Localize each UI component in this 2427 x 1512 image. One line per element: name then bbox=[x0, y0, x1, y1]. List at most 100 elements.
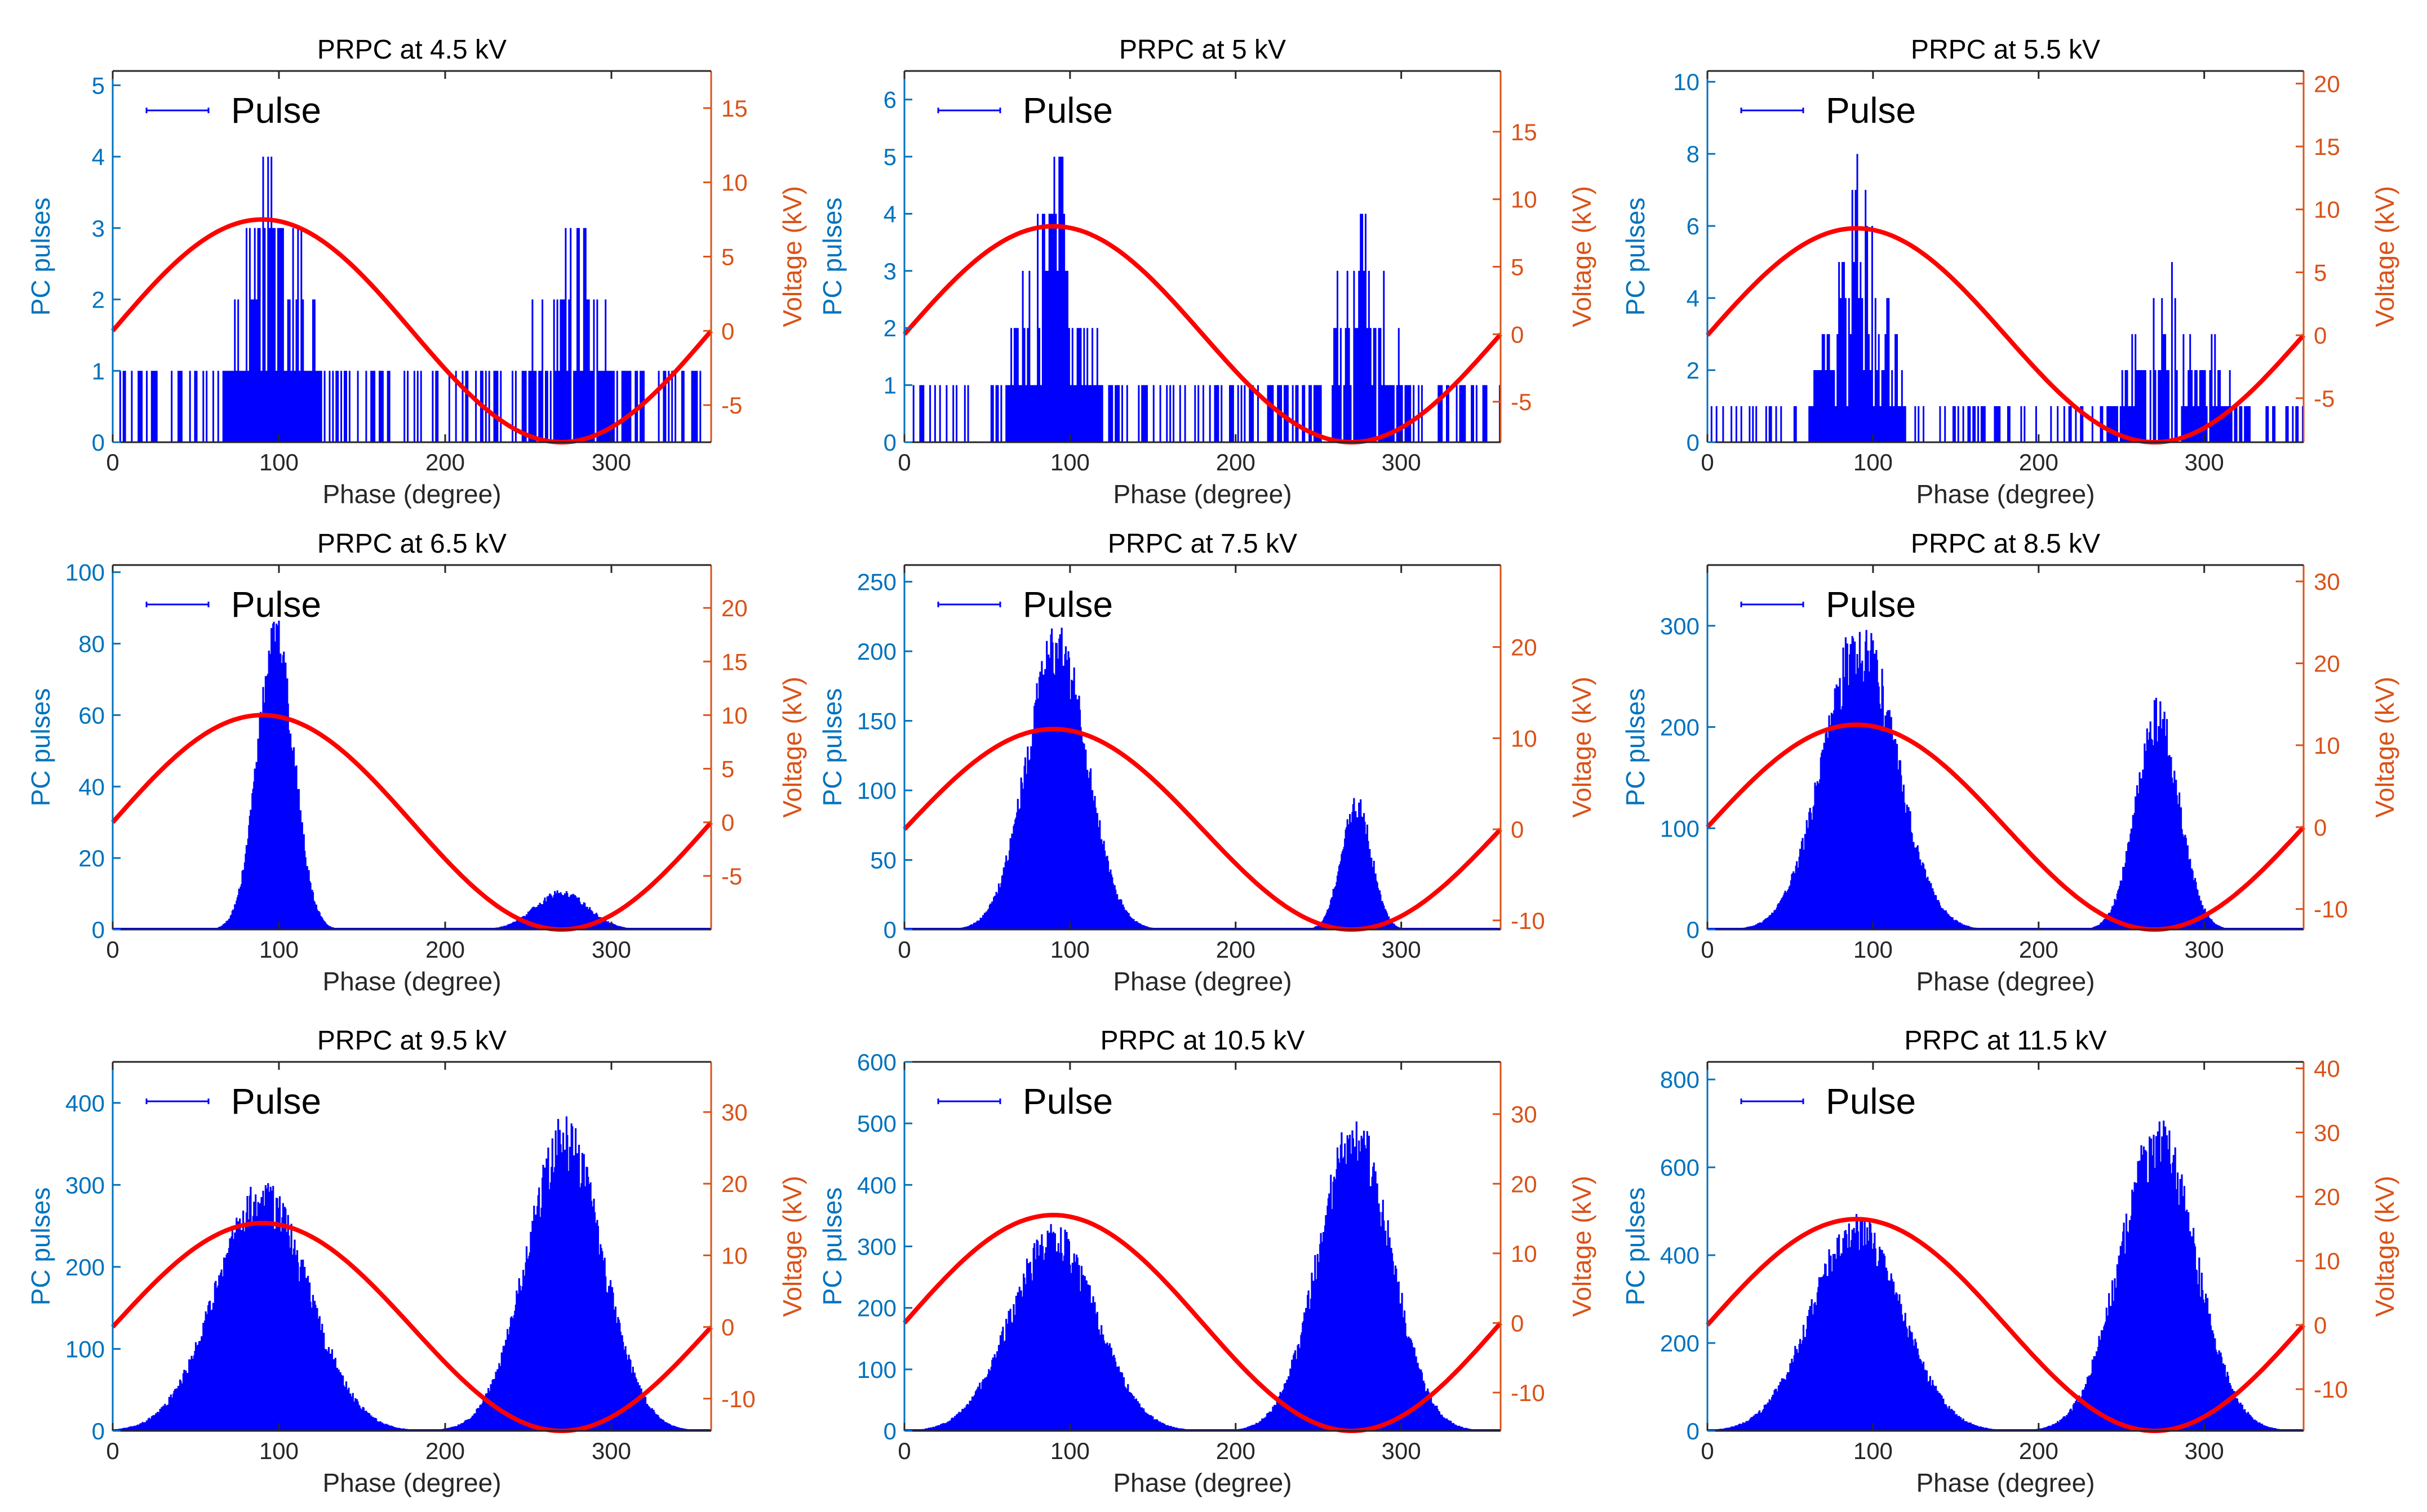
x-axis-label: Phase (degree) bbox=[1916, 1468, 2095, 1497]
x-axis-label: Phase (degree) bbox=[1916, 479, 2095, 509]
y-tick-label: 0 bbox=[1687, 1418, 1700, 1444]
y-tick-label: 0 bbox=[1687, 917, 1700, 943]
y2-tick-label: -10 bbox=[1511, 1380, 1545, 1406]
x-tick-label: 0 bbox=[106, 936, 119, 963]
x-tick-label: 200 bbox=[425, 449, 465, 475]
y-tick-label: 0 bbox=[92, 917, 105, 943]
y2-tick-label: -10 bbox=[721, 1386, 756, 1412]
x-tick-label: 300 bbox=[1382, 449, 1421, 475]
y2-tick-label: 10 bbox=[721, 170, 748, 196]
y2-axis-label: Voltage (kV) bbox=[1567, 1176, 1596, 1317]
voltage-series bbox=[110, 217, 713, 445]
x-tick-label: 200 bbox=[425, 936, 465, 963]
y2-tick-label: -5 bbox=[721, 392, 742, 419]
y2-tick-label: 20 bbox=[2314, 650, 2340, 677]
y2-tick-label: 10 bbox=[721, 1242, 748, 1269]
y-tick-label: 400 bbox=[1660, 1242, 1700, 1269]
y-tick-label: 100 bbox=[857, 1357, 897, 1383]
y2-tick-label: 40 bbox=[2314, 1055, 2340, 1082]
y2-tick-label: 0 bbox=[1511, 1310, 1524, 1336]
y-tick-label: 200 bbox=[65, 1254, 105, 1280]
x-tick-label: 0 bbox=[1701, 936, 1714, 963]
y2-tick-label: 5 bbox=[721, 244, 734, 270]
y-tick-label: 800 bbox=[1660, 1066, 1700, 1093]
y-tick-label: 4 bbox=[1687, 285, 1700, 312]
y2-tick-label: 0 bbox=[1511, 816, 1524, 843]
chart-title: PRPC at 9.5 kV bbox=[317, 1026, 507, 1056]
y2-tick-label: 20 bbox=[721, 595, 748, 621]
x-tick-label: 200 bbox=[2019, 936, 2058, 963]
y2-axis-label: Voltage (kV) bbox=[1567, 186, 1596, 327]
pulse-series bbox=[114, 620, 710, 930]
y-tick-label: 0 bbox=[884, 1418, 897, 1444]
x-axis-label: Phase (degree) bbox=[322, 479, 501, 509]
y2-tick-label: 20 bbox=[2314, 1184, 2340, 1210]
y2-tick-label: -5 bbox=[1511, 389, 1532, 415]
x-tick-label: 300 bbox=[1382, 936, 1421, 963]
subplot-1: 0 100 200 300 0 1 2 3 4 5 -5 0 5 10 15 PRPC at 4.5 kV Ph… bbox=[26, 35, 807, 509]
y-tick-label: 0 bbox=[884, 429, 897, 456]
y-tick-label: 4 bbox=[92, 144, 105, 170]
y-tick-label: 300 bbox=[857, 1234, 897, 1260]
y-tick-label: 100 bbox=[65, 559, 105, 586]
y2-tick-label: 10 bbox=[2314, 1248, 2340, 1274]
y2-axis-label: Voltage (kV) bbox=[2370, 677, 2399, 818]
legend-label: Pulse bbox=[1826, 90, 1916, 131]
x-tick-label: 300 bbox=[2185, 1438, 2224, 1464]
y-tick-label: 20 bbox=[78, 845, 105, 871]
y2-tick-label: 0 bbox=[2314, 814, 2327, 841]
legend-label: Pulse bbox=[1023, 1081, 1113, 1122]
y2-tick-label: 20 bbox=[2314, 70, 2340, 97]
x-tick-label: 0 bbox=[106, 1438, 119, 1464]
y-tick-label: 5 bbox=[92, 72, 105, 99]
y-tick-label: 600 bbox=[857, 1049, 897, 1075]
y2-tick-label: 20 bbox=[1511, 634, 1537, 661]
x-tick-label: 100 bbox=[259, 1438, 299, 1464]
voltage-series bbox=[1706, 226, 2305, 445]
chart-title: PRPC at 5.5 kV bbox=[1911, 35, 2100, 65]
y-tick-label: 1 bbox=[92, 358, 105, 384]
y-tick-label: 1 bbox=[884, 372, 897, 399]
y-tick-label: 0 bbox=[92, 1418, 105, 1444]
legend-label: Pulse bbox=[1023, 584, 1113, 625]
pulse-series bbox=[1706, 630, 2300, 930]
y-tick-label: 60 bbox=[78, 702, 105, 728]
voltage-series bbox=[903, 1212, 1503, 1434]
y-tick-label: 100 bbox=[1660, 815, 1700, 842]
y-axis-label: PC pulses bbox=[818, 688, 847, 807]
y2-tick-label: -10 bbox=[1511, 908, 1545, 934]
x-axis-label: Phase (degree) bbox=[1113, 479, 1292, 509]
x-tick-label: 300 bbox=[592, 449, 631, 475]
y-tick-label: 2 bbox=[884, 315, 897, 341]
pulse-series bbox=[904, 1121, 1485, 1431]
y-tick-label: 250 bbox=[857, 569, 897, 595]
chart-title: PRPC at 11.5 kV bbox=[1904, 1026, 2106, 1056]
pulse-series bbox=[115, 1116, 712, 1431]
y2-tick-label: 15 bbox=[2314, 134, 2340, 160]
chart-title: PRPC at 5 kV bbox=[1119, 35, 1286, 65]
y2-tick-label: 0 bbox=[2314, 322, 2327, 349]
subplot-2: 0 100 200 300 0 1 2 3 4 5 6 -5 0 5 10 15 PRPC at 5 kV Pha… bbox=[818, 35, 1596, 509]
y-tick-label: 0 bbox=[884, 917, 897, 943]
y-tick-label: 100 bbox=[65, 1336, 105, 1362]
y-tick-label: 50 bbox=[870, 847, 897, 874]
y2-tick-label: 0 bbox=[2314, 1312, 2327, 1338]
x-tick-label: 0 bbox=[1701, 1438, 1714, 1464]
y2-tick-label: 20 bbox=[721, 1171, 748, 1197]
pulse-series bbox=[1710, 154, 2304, 442]
legend-label: Pulse bbox=[231, 90, 321, 131]
y-axis-label: PC pulses bbox=[1621, 1188, 1650, 1306]
subplot-9: 0 100 200 300 0 200 400 600 800 -10 0 10 20 30 40 PRPC … bbox=[1621, 1026, 2399, 1497]
y2-tick-label: 0 bbox=[721, 318, 734, 344]
x-tick-label: 0 bbox=[106, 449, 119, 475]
x-tick-label: 200 bbox=[1216, 936, 1255, 963]
y-tick-label: 400 bbox=[65, 1090, 105, 1117]
y-axis-label: PC pulses bbox=[26, 688, 55, 807]
y-tick-label: 150 bbox=[857, 708, 897, 735]
chart-title: PRPC at 4.5 kV bbox=[317, 35, 507, 65]
y-tick-label: 2 bbox=[92, 287, 105, 313]
x-axis-label: Phase (degree) bbox=[1113, 967, 1292, 996]
y2-tick-label: 10 bbox=[1511, 1240, 1537, 1267]
y2-axis-label: Voltage (kV) bbox=[778, 1176, 807, 1317]
x-tick-label: 200 bbox=[1216, 449, 1255, 475]
